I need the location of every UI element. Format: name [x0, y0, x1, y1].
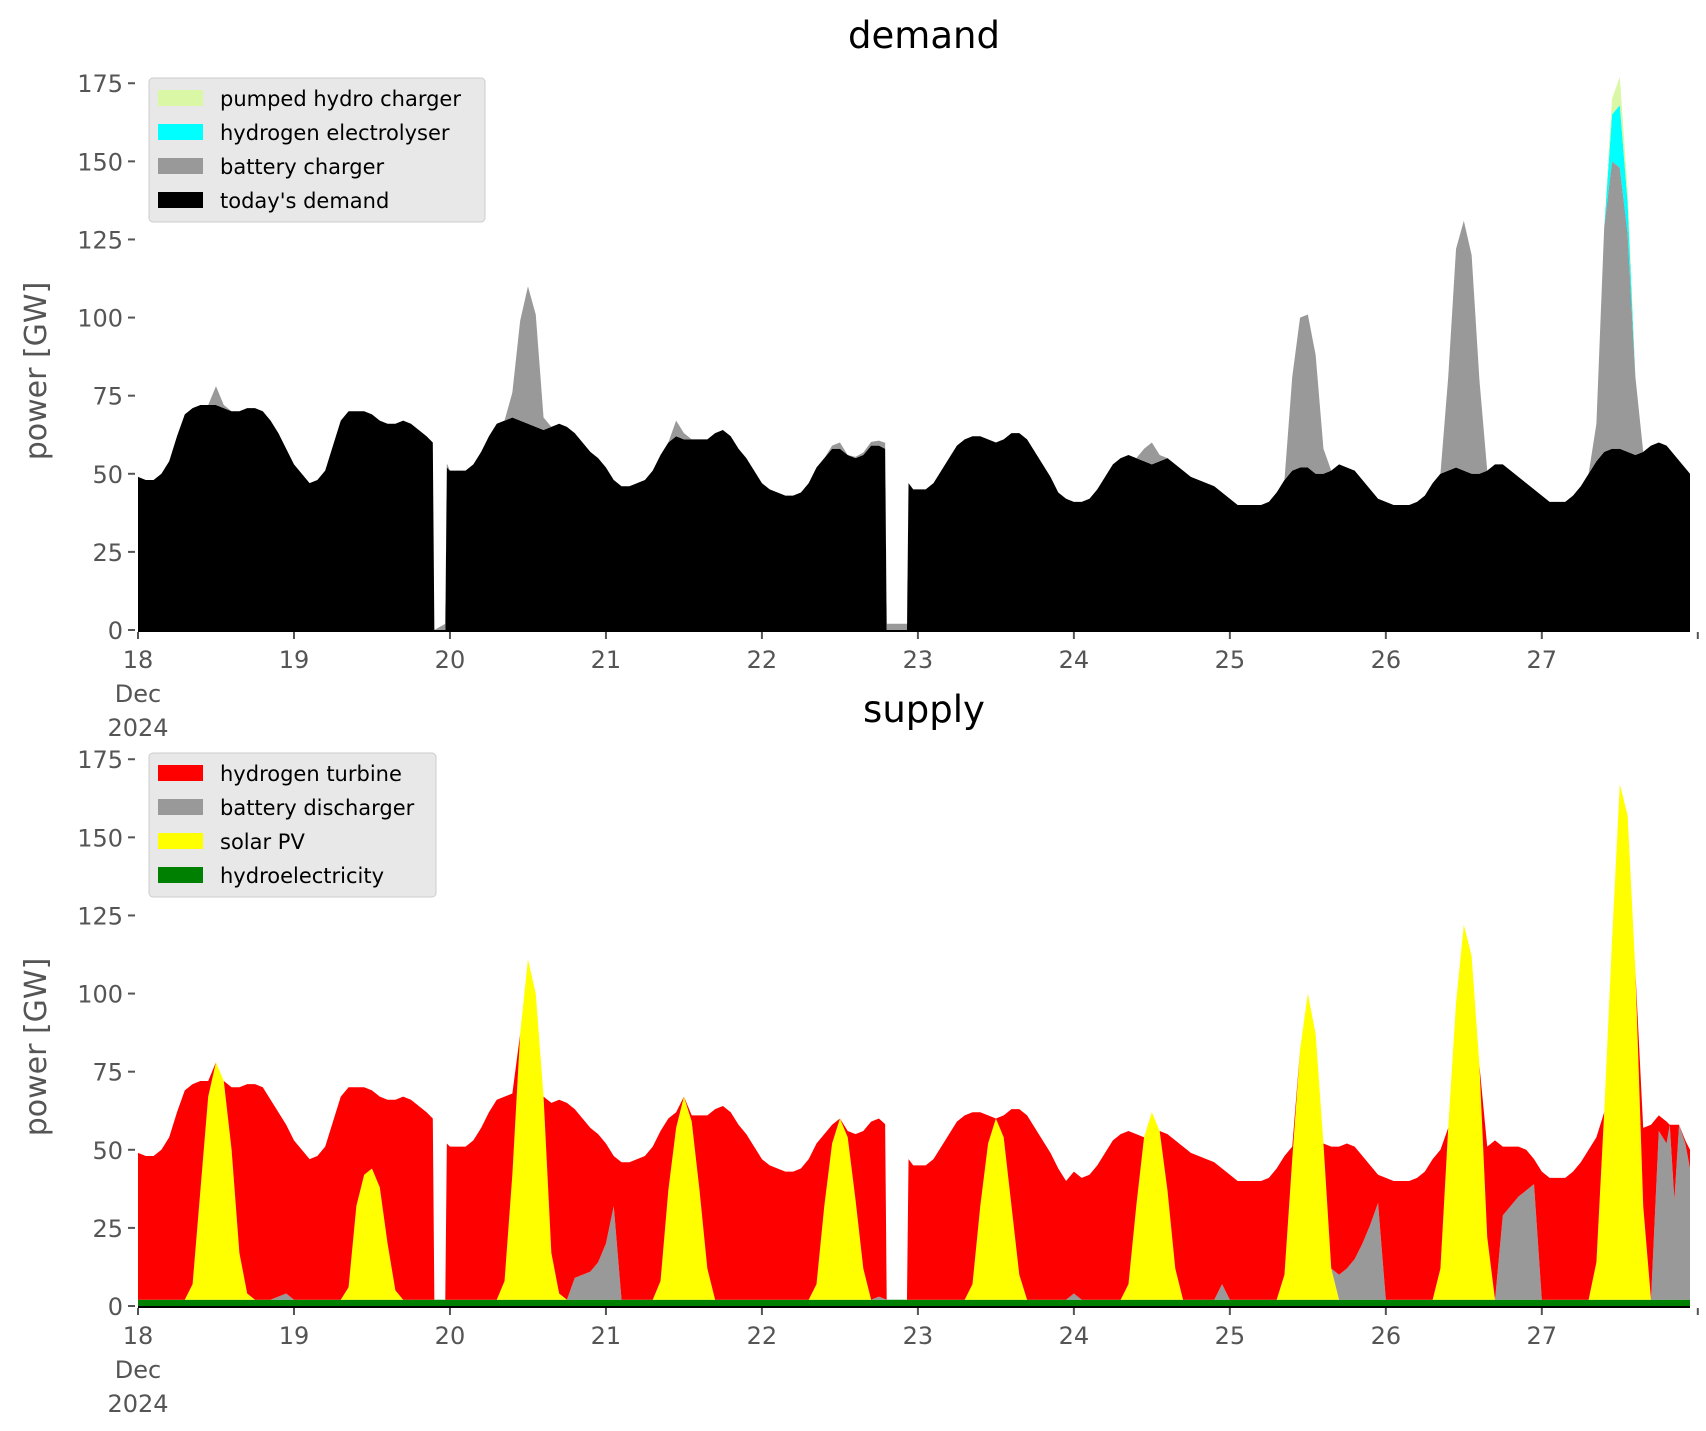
legend-box — [148, 752, 437, 898]
x-tick-label: 24 — [1059, 646, 1090, 674]
y-tick-label: 25 — [92, 1215, 123, 1243]
demand-chart: demand 0 25 50 75 100 125 150 175 power [GW] 18 Dec… — [19, 14, 1699, 742]
legend-swatch-battery-discharger — [158, 799, 203, 815]
y-tick-label: 50 — [92, 461, 123, 489]
y-tick-label: 175 — [77, 746, 123, 774]
area-solar-pv — [138, 784, 1690, 1300]
y-axis-label: power [GW] — [19, 958, 54, 1137]
y-tick-label: 150 — [77, 824, 123, 852]
chart-title: supply — [863, 688, 985, 731]
x-tick-label: 2024 — [107, 1390, 168, 1418]
legend-label-hydrogen-electrolyser: hydrogen electrolyser — [220, 121, 450, 145]
legend-box — [148, 77, 486, 223]
y-tick-label: 100 — [77, 981, 123, 1009]
x-tick-label: 20 — [435, 1322, 466, 1350]
legend-swatch-battery-charger — [158, 158, 203, 174]
supply-chart: supply 0 25 50 75 100 125 150 175 power [GW] 18 Dec… — [19, 688, 1699, 1418]
legend-label-battery-discharger: battery discharger — [220, 796, 415, 820]
x-tick-label: 27 — [1527, 646, 1558, 674]
legend: hydrogen turbine battery discharger solar … — [148, 752, 437, 898]
legend-swatch-pumped-hydro-charger — [158, 90, 203, 106]
area-layers — [138, 76, 1690, 631]
x-tick-label: 26 — [1371, 646, 1402, 674]
y-tick-label: 125 — [77, 902, 123, 930]
x-tick-label: 23 — [903, 1322, 934, 1350]
x-tick-label: Dec — [115, 680, 161, 708]
y-tick-label: 25 — [92, 539, 123, 567]
y-tick-label: 100 — [77, 305, 123, 333]
area-today-s-demand — [138, 405, 1690, 630]
x-tick-label: 27 — [1527, 1322, 1558, 1350]
y-tick-label: 0 — [108, 617, 123, 645]
x-tick-label: 21 — [591, 646, 622, 674]
area-layers — [138, 784, 1690, 1306]
legend-swatch-today-s-demand — [158, 192, 203, 208]
area-hydrogen-turbine — [138, 784, 1690, 1300]
x-tick-label: 22 — [747, 1322, 778, 1350]
y-tick-label: 75 — [92, 1059, 123, 1087]
x-tick-label: 18 — [123, 1322, 154, 1350]
legend-label-solar-pv: solar PV — [220, 830, 305, 854]
legend-label-pumped-hydro-charger: pumped hydro charger — [220, 87, 461, 111]
legend-label-hydroelectricity: hydroelectricity — [220, 864, 384, 888]
y-tick-label: 150 — [77, 148, 123, 176]
legend-label-hydrogen-turbine: hydrogen turbine — [220, 762, 402, 786]
y-tick-label: 0 — [108, 1293, 123, 1321]
x-tick-label: 25 — [1215, 1322, 1246, 1350]
x-tick-label: 2024 — [107, 714, 168, 742]
x-tick-label: 20 — [435, 646, 466, 674]
legend-swatch-hydrogen-electrolyser — [158, 124, 203, 140]
legend-label-today-s-demand: today's demand — [220, 189, 389, 213]
legend: pumped hydro charger hydrogen electrolyse… — [148, 77, 486, 223]
x-tick-label: 24 — [1059, 1322, 1090, 1350]
x-tick-label: 26 — [1371, 1322, 1402, 1350]
chart-title: demand — [848, 14, 1000, 57]
x-tick-label: 19 — [279, 1322, 310, 1350]
x-tick-label: 23 — [903, 646, 934, 674]
y-tick-label: 75 — [92, 383, 123, 411]
legend-swatch-solar-pv — [158, 833, 203, 849]
legend-swatch-hydroelectricity — [158, 867, 203, 883]
x-tick-label: 22 — [747, 646, 778, 674]
y-tick-label: 175 — [77, 70, 123, 98]
y-axis-label: power [GW] — [19, 282, 54, 461]
y-tick-label: 125 — [77, 226, 123, 254]
x-tick-label: 19 — [279, 646, 310, 674]
x-tick-label: 18 — [123, 646, 154, 674]
y-tick-label: 50 — [92, 1137, 123, 1165]
area-hydroelectricity — [138, 1299, 1690, 1306]
x-tick-label: 21 — [591, 1322, 622, 1350]
legend-label-battery-charger: battery charger — [220, 155, 385, 179]
x-tick-label: 25 — [1215, 646, 1246, 674]
legend-swatch-hydrogen-turbine — [158, 765, 203, 781]
area-battery-discharger — [138, 784, 1690, 1300]
x-tick-label: Dec — [115, 1356, 161, 1384]
